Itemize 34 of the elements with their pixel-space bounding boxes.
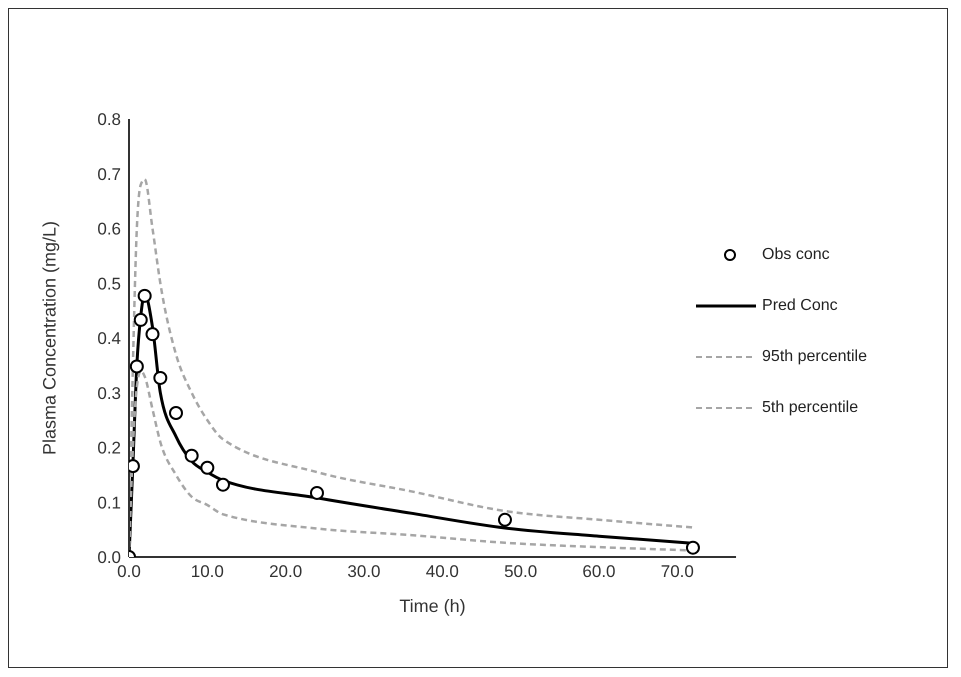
x-tick-label: 40.0 [426,562,459,582]
y-tick-label: 0.5 [97,274,121,294]
point [138,288,152,303]
y-axis-title: Plasma Concentration (mg/L) [39,220,60,456]
point [168,406,183,420]
y-tick-label: 0.2 [97,438,121,458]
x-tick-label: 20.0 [269,562,302,582]
point [310,486,324,500]
x-tick-label: 10.0 [190,562,224,582]
y-tick-label: 0.8 [97,110,121,130]
point [216,478,230,492]
x-tick-label: 60.0 [582,562,616,582]
x-tick-label: 30.0 [347,562,381,582]
point [153,370,168,385]
x-tick-label: 50.0 [504,562,538,582]
point [686,540,700,555]
point [200,460,214,475]
point [146,327,160,342]
legend-label: 5th percentile [762,398,858,416]
y-tick-label: 0.7 [97,164,121,184]
point [498,512,512,527]
y-tick-label: 0.6 [97,220,121,239]
y-tick-label: 0.4 [97,329,121,348]
y-tick-label: 0.1 [97,493,121,512]
x-tick-label: 0.0 [117,562,141,582]
point [134,312,148,327]
point [184,448,199,463]
x-axis-title: Time (h) [399,596,466,616]
point [130,359,144,374]
x-tick-label: 70.0 [660,562,694,582]
legend-label: Pred Conc [762,296,838,314]
legend-label: 95th percentile [762,348,867,366]
legend-label: Obs conc [762,246,830,264]
y-tick-label: 0.3 [97,384,121,403]
